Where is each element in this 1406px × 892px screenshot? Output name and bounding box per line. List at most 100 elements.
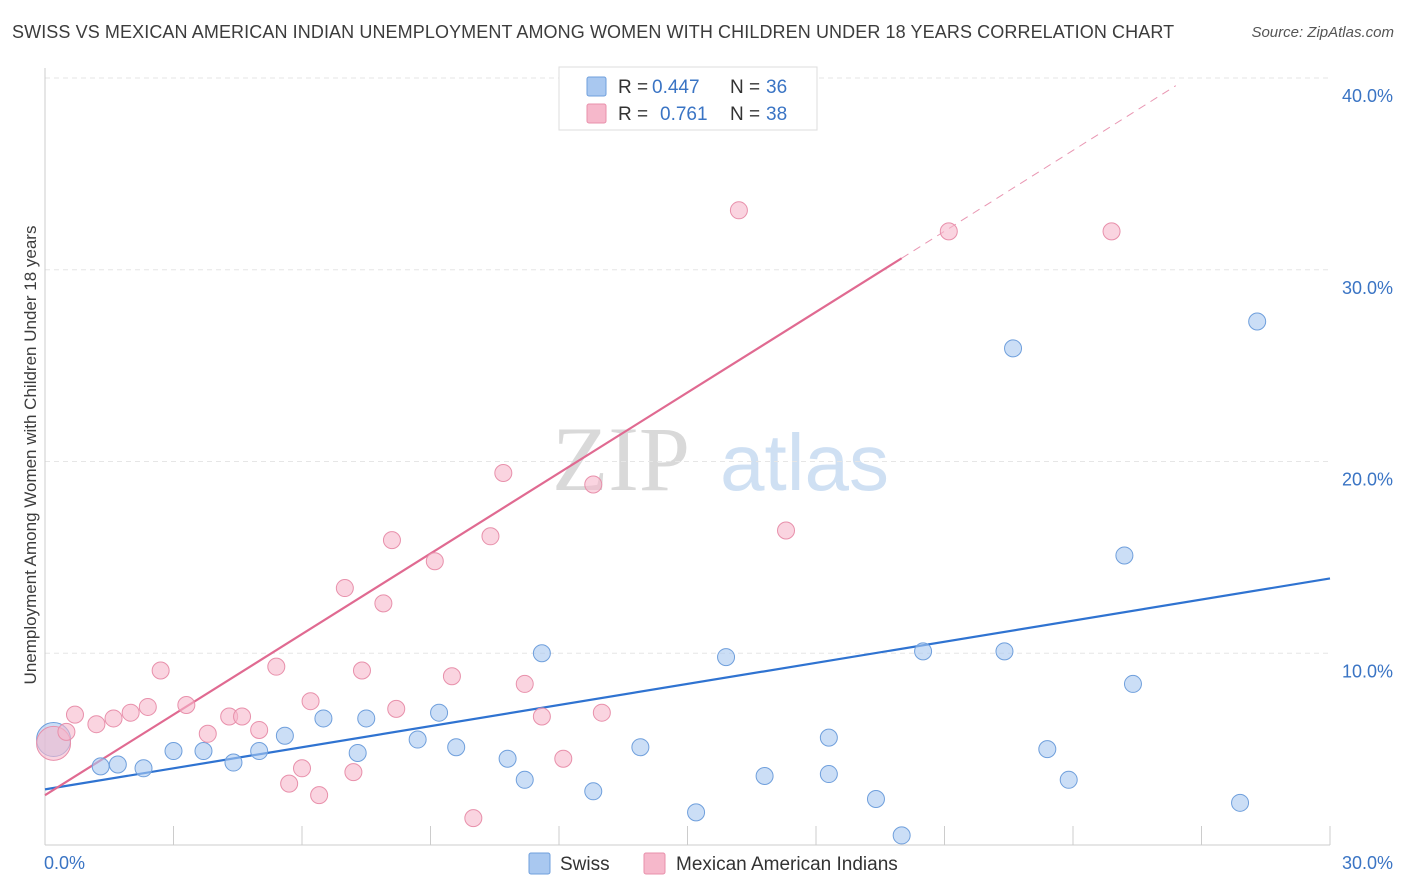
mexican-point bbox=[57, 722, 76, 741]
legend-swatch-mexican bbox=[586, 103, 607, 124]
swiss-point bbox=[717, 648, 736, 667]
mexican-trend-extension bbox=[901, 85, 1177, 259]
swiss-point bbox=[1123, 674, 1142, 693]
mexican-point bbox=[494, 464, 513, 483]
swiss-point bbox=[892, 826, 911, 845]
swiss-points bbox=[36, 312, 1267, 845]
mexican-trend-line bbox=[44, 257, 903, 797]
swiss-point bbox=[1231, 793, 1250, 812]
y-tick-label-20: 20.0% bbox=[1342, 470, 1393, 490]
legend-n-label-swiss: N = bbox=[730, 77, 760, 98]
source-label: Source: ZipAtlas.com bbox=[1251, 24, 1394, 41]
swiss-point bbox=[515, 770, 534, 789]
bottom-legend-swatch-swiss bbox=[528, 852, 551, 875]
swiss-point bbox=[584, 782, 603, 801]
bottom-legend-swiss: Swiss bbox=[560, 854, 610, 875]
swiss-point bbox=[866, 789, 885, 808]
mexican-point bbox=[1102, 222, 1121, 241]
swiss-point bbox=[914, 642, 933, 661]
swiss-point bbox=[1248, 312, 1267, 331]
mexican-point bbox=[198, 724, 217, 743]
mexican-point bbox=[250, 720, 269, 739]
swiss-point bbox=[532, 644, 551, 663]
swiss-point bbox=[819, 728, 838, 747]
bottom-legend-mexican: Mexican American Indians bbox=[676, 854, 898, 875]
mexican-point bbox=[584, 475, 603, 494]
mexican-point bbox=[310, 786, 329, 805]
swiss-point bbox=[91, 757, 110, 776]
y-tick-label-10: 10.0% bbox=[1342, 661, 1393, 681]
mexican-point bbox=[382, 531, 401, 550]
swiss-point bbox=[819, 765, 838, 784]
swiss-point bbox=[275, 726, 294, 745]
mexican-point bbox=[464, 809, 483, 828]
mexican-point bbox=[592, 703, 611, 722]
x-tick-labels: 0.0% 30.0% bbox=[44, 853, 1393, 873]
mexican-point bbox=[335, 579, 354, 598]
mexican-point bbox=[151, 661, 170, 680]
swiss-point bbox=[995, 642, 1014, 661]
mexican-point bbox=[344, 763, 363, 782]
swiss-point bbox=[755, 766, 774, 785]
swiss-point bbox=[108, 755, 127, 774]
legend-n-label-mexican: N = bbox=[730, 104, 760, 125]
mexican-point bbox=[65, 705, 84, 724]
mexican-point bbox=[532, 707, 551, 726]
swiss-point bbox=[348, 743, 367, 762]
mexican-point bbox=[425, 552, 444, 571]
mexican-point bbox=[104, 709, 123, 728]
legend-swatch-swiss bbox=[586, 76, 607, 97]
mexican-point bbox=[729, 201, 748, 220]
mexican-american-indian-points bbox=[36, 201, 1121, 828]
mexican-point bbox=[939, 222, 958, 241]
swiss-point bbox=[357, 709, 376, 728]
x-tick-label-min: 0.0% bbox=[44, 853, 85, 873]
mexican-point bbox=[177, 696, 196, 715]
swiss-point bbox=[1115, 546, 1134, 565]
mexican-point bbox=[121, 703, 140, 722]
axes bbox=[44, 68, 1331, 846]
x-tick-label-max: 30.0% bbox=[1342, 853, 1393, 873]
y-tick-label-40: 40.0% bbox=[1342, 86, 1393, 106]
legend-r-value-swiss: 0.447 bbox=[652, 77, 700, 98]
mexican-point bbox=[374, 594, 393, 613]
mexican-point bbox=[138, 697, 157, 716]
swiss-point bbox=[164, 742, 183, 761]
correlation-legend: R = 0.447 N = 36 R = 0.761 N = 38 bbox=[558, 66, 818, 131]
watermark-atlas: atlas bbox=[720, 418, 889, 507]
swiss-point bbox=[631, 738, 650, 757]
mexican-point bbox=[387, 699, 406, 718]
swiss-point bbox=[1059, 770, 1078, 789]
swiss-point bbox=[134, 759, 153, 778]
swiss-point bbox=[314, 709, 333, 728]
swiss-point bbox=[250, 742, 269, 761]
legend-r-label-mexican: R = bbox=[618, 104, 648, 125]
legend-r-label-swiss: R = bbox=[618, 77, 648, 98]
mexican-point bbox=[554, 749, 573, 768]
swiss-point bbox=[498, 749, 517, 768]
legend-n-value-mexican: 38 bbox=[766, 104, 787, 125]
swiss-point bbox=[194, 742, 213, 761]
swiss-point bbox=[224, 753, 243, 772]
series-legend: Swiss Mexican American Indians bbox=[528, 852, 898, 875]
legend-r-value-mexican: 0.761 bbox=[660, 104, 708, 125]
mexican-point bbox=[481, 527, 500, 546]
swiss-point bbox=[1038, 740, 1057, 759]
bottom-legend-swatch-mexican bbox=[643, 852, 666, 875]
mexican-point bbox=[233, 707, 252, 726]
mexican-point bbox=[301, 692, 320, 711]
swiss-point bbox=[687, 803, 706, 822]
grid-lines bbox=[45, 77, 1330, 654]
mexican-point bbox=[267, 657, 286, 676]
y-tick-labels: 10.0% 20.0% 30.0% 40.0% bbox=[1342, 86, 1393, 681]
mexican-point bbox=[293, 759, 311, 778]
mexican-point bbox=[777, 521, 796, 540]
watermark: ZIP atlas bbox=[552, 408, 889, 510]
mexican-point bbox=[515, 674, 534, 693]
mexican-point bbox=[352, 661, 371, 680]
swiss-point bbox=[430, 703, 449, 722]
y-tick-label-30: 30.0% bbox=[1342, 278, 1393, 298]
swiss-point bbox=[408, 730, 427, 749]
y-axis-title: Unemployment Among Women with Children U… bbox=[21, 226, 40, 685]
